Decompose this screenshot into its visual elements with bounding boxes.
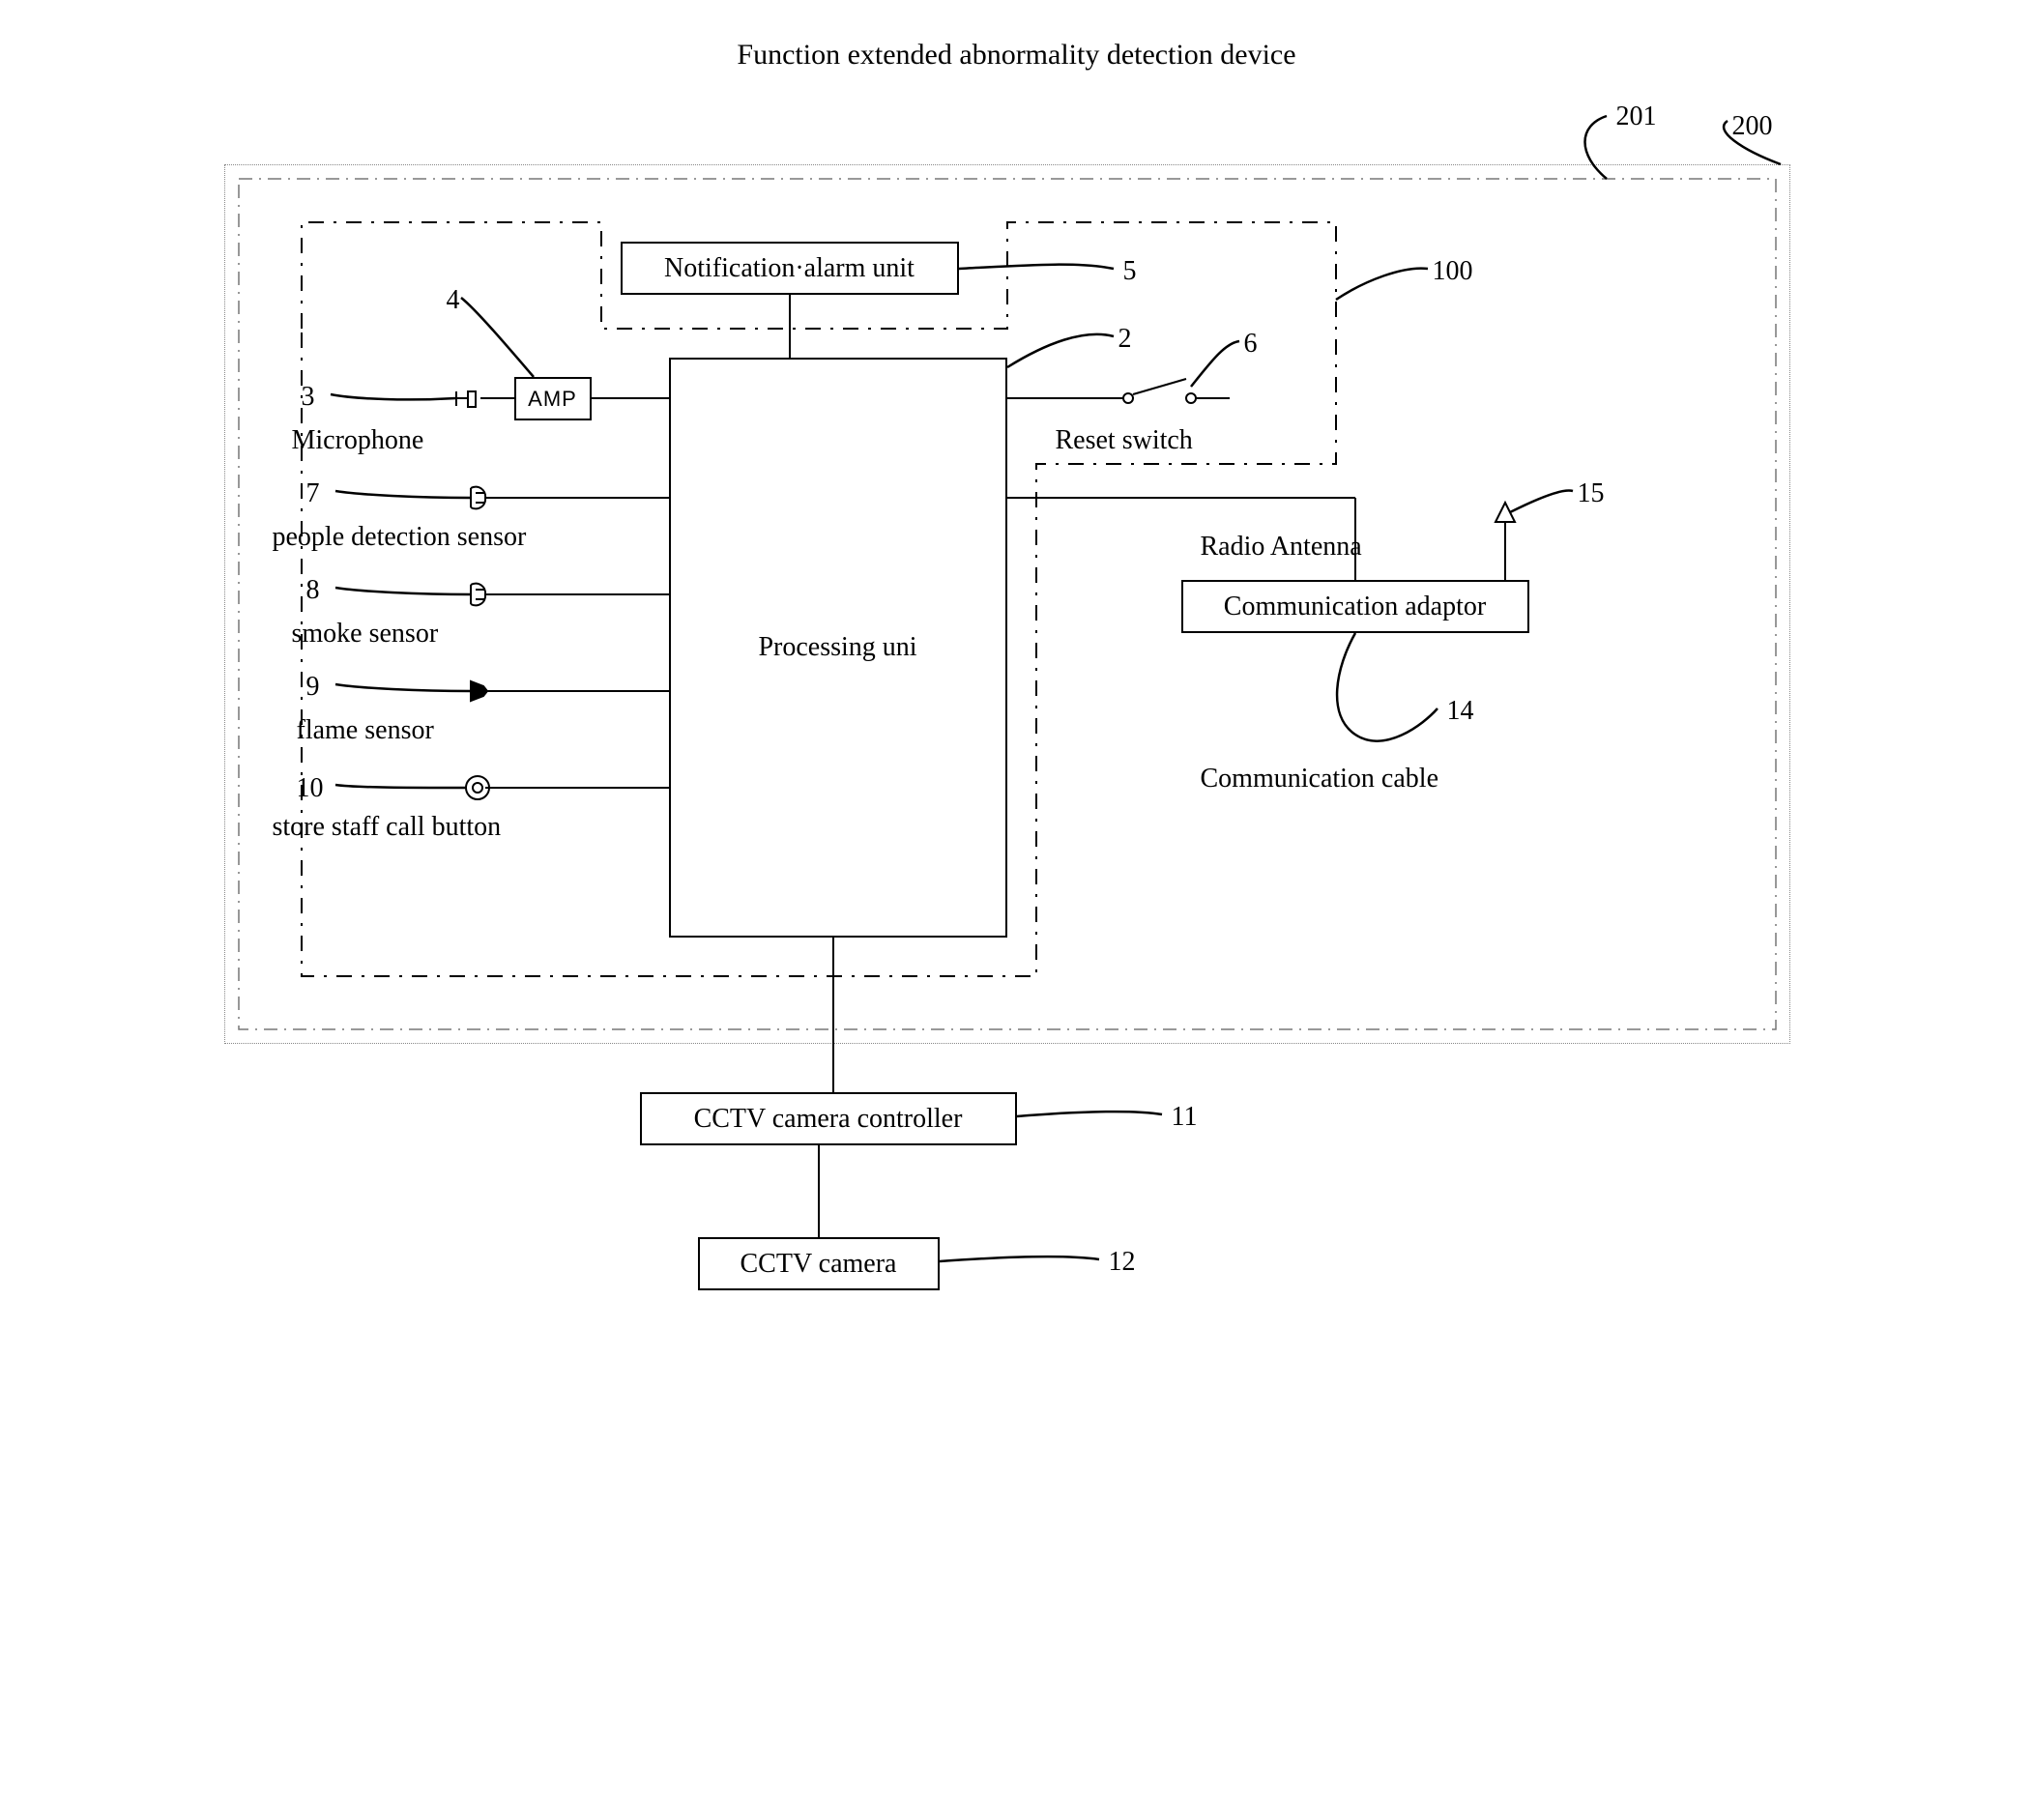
ref-200: 200 xyxy=(1732,111,1773,142)
ref-4: 4 xyxy=(447,285,460,316)
ref-11: 11 xyxy=(1172,1102,1198,1133)
processing-unit: Processing uni xyxy=(669,358,1007,938)
cctv-label: CCTV camera xyxy=(741,1249,897,1280)
cctvctrl-label: CCTV camera controller xyxy=(694,1104,963,1135)
flame-sensor-label: flame sensor xyxy=(297,715,434,746)
ref-7: 7 xyxy=(306,478,320,509)
communication-adaptor: Communication adaptor xyxy=(1181,580,1529,633)
microphone-label: Microphone xyxy=(292,425,424,456)
amp-label: AMP xyxy=(528,387,577,412)
notification-label: Notification·alarm unit xyxy=(664,253,915,284)
ref-5: 5 xyxy=(1123,256,1137,287)
cctv-camera: CCTV camera xyxy=(698,1237,940,1290)
ref-9: 9 xyxy=(306,672,320,703)
comm-cable-label: Communication cable xyxy=(1201,764,1439,794)
ref-15: 15 xyxy=(1578,478,1605,509)
ref-6: 6 xyxy=(1244,329,1258,360)
radio-antenna-label: Radio Antenna xyxy=(1201,532,1362,563)
commadaptor-label: Communication adaptor xyxy=(1224,592,1486,622)
amp-block: AMP xyxy=(514,377,592,420)
processing-label: Processing uni xyxy=(758,632,916,663)
ref-2: 2 xyxy=(1118,324,1132,355)
ref-3: 3 xyxy=(302,382,315,413)
ref-8: 8 xyxy=(306,575,320,606)
cctv-controller: CCTV camera controller xyxy=(640,1092,1017,1145)
smoke-sensor-label: smoke sensor xyxy=(292,619,439,650)
people-sensor-label: people detection sensor xyxy=(273,522,527,553)
ref-100: 100 xyxy=(1433,256,1473,287)
reset-switch-label: Reset switch xyxy=(1056,425,1193,456)
diagram-title: Function extended abnormality detection … xyxy=(195,39,1839,72)
ref-10: 10 xyxy=(297,773,324,804)
diagram-canvas: Function extended abnormality detection … xyxy=(195,39,1839,1488)
notification-alarm-unit: Notification·alarm unit xyxy=(621,242,959,295)
call-button-label: store staff call button xyxy=(273,812,502,843)
ref-12: 12 xyxy=(1109,1247,1136,1278)
ref-14: 14 xyxy=(1447,696,1474,727)
ref-201: 201 xyxy=(1616,101,1657,132)
